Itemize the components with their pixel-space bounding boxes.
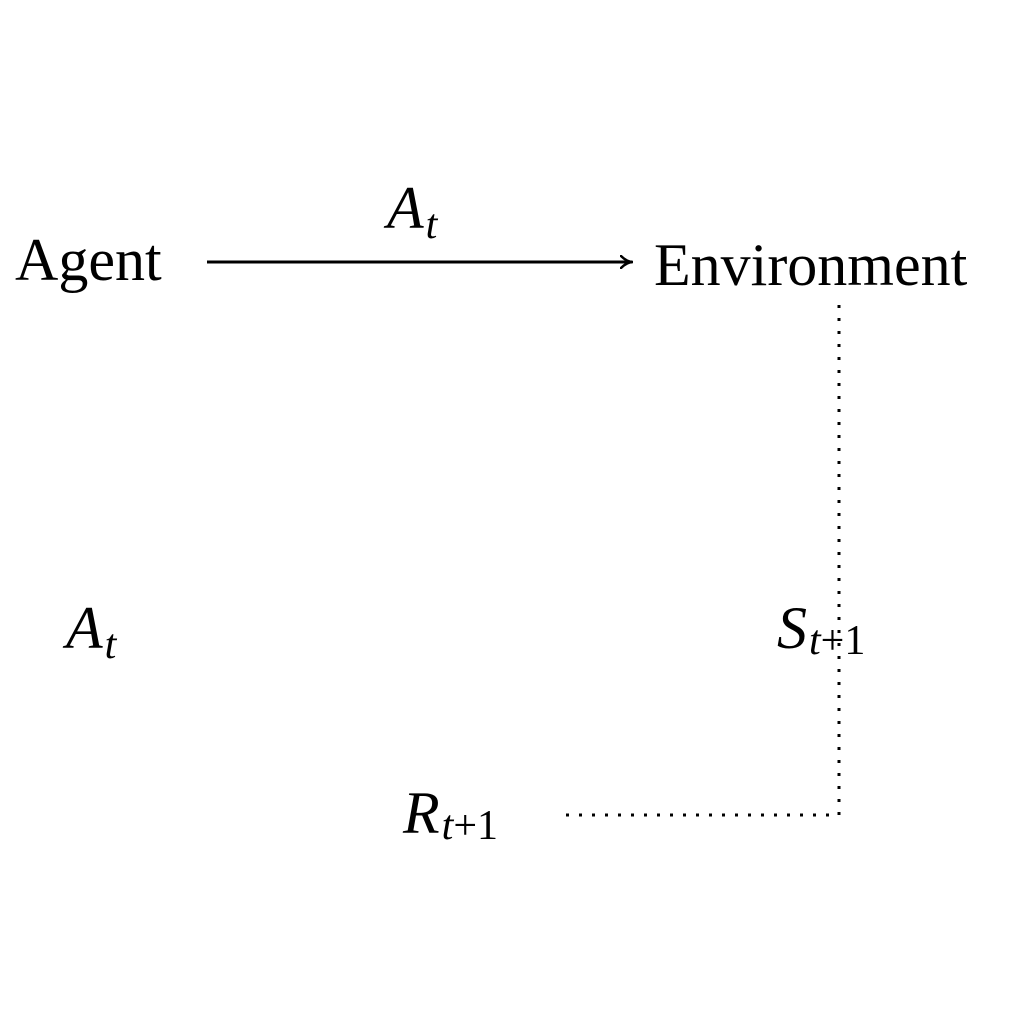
environment-node: Environment [654,232,968,298]
state-reward-feedback-path [566,305,841,817]
state-label: St+1 [777,595,865,664]
state-label-sub-var: t [809,618,822,664]
action-label-top-main: A [383,175,424,241]
action-label-left-main: A [62,595,103,661]
reward-label: Rt+1 [402,780,498,849]
agent-node: Agent [15,227,162,293]
state-label-main: S [777,595,807,661]
reward-label-sub-var: t [442,803,455,849]
action-label-top: At [383,175,439,248]
reward-label-main: R [402,780,440,846]
state-label-sub-rest: +1 [821,618,866,664]
action-label-left-sub: t [105,622,118,668]
reward-label-sub-rest: +1 [453,803,498,849]
action-label-left: At [62,595,118,668]
action-label-top-sub: t [426,202,439,248]
